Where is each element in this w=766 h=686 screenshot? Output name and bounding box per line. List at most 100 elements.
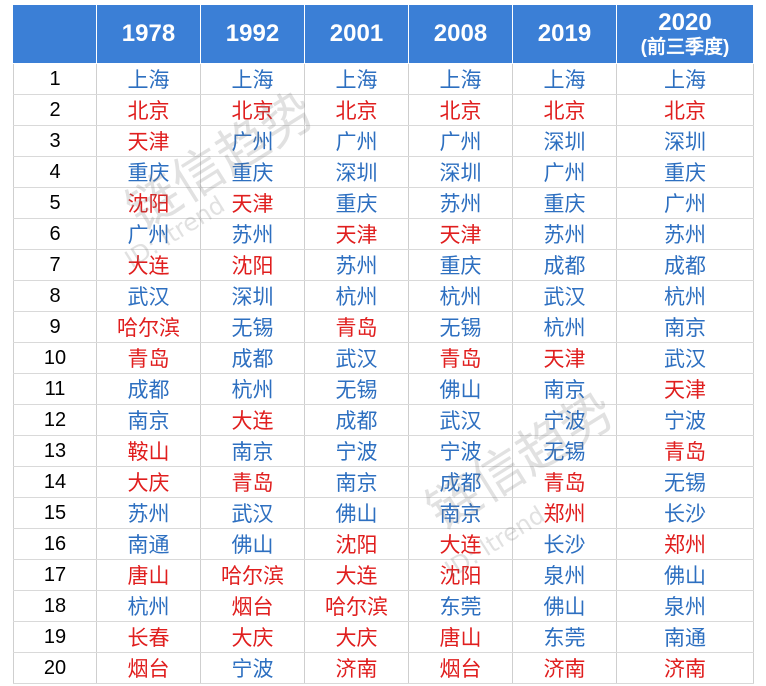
rank-cell: 13: [13, 435, 97, 467]
rank-cell: 7: [13, 249, 97, 281]
city-cell: 武汉: [408, 404, 513, 436]
city-cell: 大庆: [304, 621, 409, 653]
city-cell: 天津: [512, 342, 617, 374]
city-cell: 上海: [304, 63, 409, 95]
city-cell: 烟台: [96, 652, 201, 684]
city-cell: 重庆: [512, 187, 617, 219]
city-cell: 无锡: [512, 435, 617, 467]
table-row: 2 北京 北京 北京 北京 北京 北京: [13, 94, 754, 126]
table-row: 3 天津 广州 广州 广州 深圳 深圳: [13, 125, 754, 157]
city-cell: 大庆: [96, 466, 201, 498]
table-row: 12 南京 大连 成都 武汉 宁波 宁波: [13, 404, 754, 436]
city-cell: 天津: [616, 373, 754, 405]
table-row: 11 成都 杭州 无锡 佛山 南京 天津: [13, 373, 754, 405]
city-cell: 成都: [304, 404, 409, 436]
city-cell: 成都: [616, 249, 754, 281]
city-cell: 上海: [616, 63, 754, 95]
header-row: 1978 1992 2001 2008 2019 2020 (前三季度): [13, 4, 754, 64]
ranking-table-container: 1978 1992 2001 2008 2019 2020 (前三季度) 1 上海…: [13, 4, 754, 684]
city-cell: 重庆: [200, 156, 305, 188]
city-cell: 郑州: [616, 528, 754, 560]
city-cell: 成都: [408, 466, 513, 498]
city-cell: 大连: [408, 528, 513, 560]
city-cell: 宁波: [512, 404, 617, 436]
table-row: 9 哈尔滨 无锡 青岛 无锡 杭州 南京: [13, 311, 754, 343]
city-cell: 苏州: [96, 497, 201, 529]
city-cell: 鞍山: [96, 435, 201, 467]
city-cell: 深圳: [200, 280, 305, 312]
city-cell: 南京: [512, 373, 617, 405]
city-cell: 重庆: [304, 187, 409, 219]
table-row: 14 大庆 青岛 南京 成都 青岛 无锡: [13, 466, 754, 498]
city-cell: 杭州: [512, 311, 617, 343]
city-cell: 佛山: [200, 528, 305, 560]
city-cell: 杭州: [200, 373, 305, 405]
city-cell: 深圳: [304, 156, 409, 188]
rank-cell: 6: [13, 218, 97, 250]
city-cell: 沈阳: [200, 249, 305, 281]
city-cell: 宁波: [616, 404, 754, 436]
rank-cell: 18: [13, 590, 97, 622]
city-cell: 长沙: [616, 497, 754, 529]
city-cell: 长春: [96, 621, 201, 653]
city-cell: 青岛: [408, 342, 513, 374]
city-cell: 济南: [304, 652, 409, 684]
city-cell: 烟台: [200, 590, 305, 622]
city-cell: 广州: [304, 125, 409, 157]
city-cell: 武汉: [200, 497, 305, 529]
city-cell: 南通: [96, 528, 201, 560]
table-row: 8 武汉 深圳 杭州 杭州 武汉 杭州: [13, 280, 754, 312]
city-cell: 武汉: [512, 280, 617, 312]
table-row: 15 苏州 武汉 佛山 南京 郑州 长沙: [13, 497, 754, 529]
city-cell: 宁波: [304, 435, 409, 467]
city-cell: 广州: [200, 125, 305, 157]
city-cell: 无锡: [408, 311, 513, 343]
city-cell: 杭州: [96, 590, 201, 622]
city-cell: 深圳: [512, 125, 617, 157]
city-cell: 青岛: [616, 435, 754, 467]
city-cell: 苏州: [512, 218, 617, 250]
city-cell: 东莞: [512, 621, 617, 653]
year-header-2020-label: 2020: [658, 9, 712, 37]
city-cell: 上海: [512, 63, 617, 95]
city-cell: 深圳: [408, 156, 513, 188]
city-cell: 青岛: [304, 311, 409, 343]
rank-cell: 14: [13, 466, 97, 498]
city-cell: 天津: [96, 125, 201, 157]
rank-cell: 8: [13, 280, 97, 312]
city-cell: 无锡: [200, 311, 305, 343]
rank-cell: 19: [13, 621, 97, 653]
rank-cell: 20: [13, 652, 97, 684]
city-cell: 佛山: [616, 559, 754, 591]
city-cell: 杭州: [408, 280, 513, 312]
city-cell: 北京: [616, 94, 754, 126]
year-header-1978: 1978: [96, 4, 201, 64]
city-cell: 上海: [200, 63, 305, 95]
city-cell: 佛山: [512, 590, 617, 622]
table-row: 4 重庆 重庆 深圳 深圳 广州 重庆: [13, 156, 754, 188]
city-cell: 佛山: [408, 373, 513, 405]
table-row: 20 烟台 宁波 济南 烟台 济南 济南: [13, 652, 754, 684]
city-cell: 重庆: [616, 156, 754, 188]
year-header-2008: 2008: [408, 4, 513, 64]
rank-cell: 4: [13, 156, 97, 188]
city-cell: 沈阳: [304, 528, 409, 560]
city-cell: 青岛: [200, 466, 305, 498]
city-cell: 青岛: [512, 466, 617, 498]
city-cell: 上海: [408, 63, 513, 95]
city-cell: 哈尔滨: [304, 590, 409, 622]
city-cell: 哈尔滨: [96, 311, 201, 343]
year-header-1992: 1992: [200, 4, 305, 64]
city-cell: 大庆: [200, 621, 305, 653]
city-cell: 无锡: [304, 373, 409, 405]
city-cell: 成都: [96, 373, 201, 405]
city-cell: 青岛: [96, 342, 201, 374]
rank-cell: 15: [13, 497, 97, 529]
year-header-2020-sub: (前三季度): [640, 36, 730, 58]
city-cell: 大连: [200, 404, 305, 436]
city-cell: 无锡: [616, 466, 754, 498]
rank-cell: 16: [13, 528, 97, 560]
city-cell: 苏州: [200, 218, 305, 250]
city-cell: 烟台: [408, 652, 513, 684]
rank-header: [13, 4, 97, 64]
